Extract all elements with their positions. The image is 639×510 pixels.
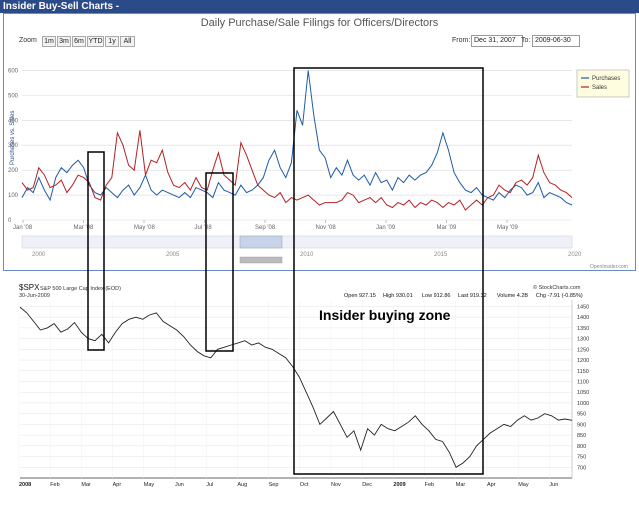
navigator-year-2: 2010 xyxy=(300,252,314,258)
bottom-y-tick-3: 850 xyxy=(577,433,586,439)
zoom-3m-button[interactable]: 3m xyxy=(57,36,71,47)
navigator-year-4: 2020 xyxy=(568,252,582,258)
bottom-y-tick-4: 900 xyxy=(577,422,586,428)
bottom-x-tick-16: May xyxy=(518,482,529,488)
bottom-y-tick-9: 1150 xyxy=(577,369,589,375)
bottom-x-tick-9: Oct xyxy=(300,482,309,488)
bottom-x-tick-3: Apr xyxy=(113,482,122,488)
navigator-selection xyxy=(239,235,283,249)
legend-label-sales: Sales xyxy=(592,85,607,91)
spx-name: S&P 500 Large Cap Index (EOD) xyxy=(40,286,121,292)
bottom-y-tick-15: 1450 xyxy=(577,304,589,310)
navigator-track xyxy=(21,235,573,249)
ohlc-chg: Chg -7.91 (-0.85%) xyxy=(536,293,583,299)
to-date-input[interactable]: 2009-06-30 xyxy=(532,35,580,47)
bottom-x-tick-1: Feb xyxy=(50,482,59,488)
top-chart-panel xyxy=(3,13,636,271)
from-date-input[interactable]: Dec 31, 2007 xyxy=(471,35,523,47)
bottom-y-tick-11: 1250 xyxy=(577,347,589,353)
bottom-y-tick-5: 950 xyxy=(577,412,586,418)
navigator-year-3: 2015 xyxy=(434,252,448,258)
bottom-y-tick-7: 1050 xyxy=(577,390,589,396)
spx-date: 30-Jun-2009 xyxy=(19,293,50,299)
top-x-tick-6: Jan '09 xyxy=(376,225,396,231)
bottom-y-tick-12: 1300 xyxy=(577,337,589,343)
bottom-x-tick-12: 2009 xyxy=(393,482,405,488)
top-y-tick-6: 600 xyxy=(8,68,19,74)
top-y-tick-0: 0 xyxy=(8,218,12,224)
top-x-tick-8: May '09 xyxy=(497,225,518,231)
top-y-tick-5: 500 xyxy=(8,93,19,99)
navigator-year-0: 2000 xyxy=(32,252,46,258)
top-chart-credit: OpenInsider.com xyxy=(590,264,628,270)
top-x-tick-7: Mar '09 xyxy=(437,225,457,231)
widget-header: Insider Buy-Sell Charts - xyxy=(0,0,639,13)
bottom-x-tick-17: Jun xyxy=(549,482,558,488)
top-x-tick-2: May '08 xyxy=(134,225,155,231)
bottom-y-tick-0: 700 xyxy=(577,465,586,471)
ohlc-volume: Volume 4.2B xyxy=(497,293,529,299)
top-y-axis-label: Purchases vs. Sales xyxy=(10,111,16,165)
bottom-y-tick-14: 1400 xyxy=(577,315,589,321)
zoom-label: Zoom xyxy=(19,37,37,44)
zoom-1y-button[interactable]: 1y xyxy=(105,36,119,47)
ohlc-high: High 930.01 xyxy=(383,293,413,299)
top-series-line-purchases xyxy=(21,70,573,206)
annotation-box-mar-08 xyxy=(87,151,105,351)
zoom-all-button[interactable]: All xyxy=(120,36,135,47)
annotation-box-jul-08 xyxy=(205,172,234,352)
stockcharts-credit: © StockCharts.com xyxy=(533,284,581,291)
bottom-x-tick-6: Jul xyxy=(206,482,213,488)
bottom-y-tick-1: 750 xyxy=(577,455,586,461)
bottom-y-tick-2: 800 xyxy=(577,444,586,450)
top-x-tick-0: Jan '08 xyxy=(13,225,33,231)
bottom-x-tick-10: Nov xyxy=(331,482,341,488)
to-label: To: xyxy=(521,37,531,44)
bottom-y-tick-13: 1350 xyxy=(577,326,589,332)
top-x-tick-4: Sep '08 xyxy=(255,225,276,231)
top-series-line-sales xyxy=(21,130,573,211)
navigator-year-1: 2005 xyxy=(166,252,180,258)
bottom-x-tick-4: May xyxy=(144,482,155,488)
bottom-x-tick-0: 2008 xyxy=(19,482,31,488)
bottom-x-tick-2: Mar xyxy=(81,482,91,488)
ohlc-last: Last 919.32 xyxy=(458,293,487,299)
bottom-x-tick-14: Mar xyxy=(456,482,466,488)
navigator-scrollbar-thumb xyxy=(239,256,283,264)
bottom-y-tick-6: 1000 xyxy=(577,401,589,407)
legend-label-purchases: Purchases xyxy=(592,76,620,82)
annotation-box-insider-zone xyxy=(293,67,484,475)
bottom-y-tick-8: 1100 xyxy=(577,379,589,385)
zoom-ytd-button[interactable]: YTD xyxy=(87,36,104,47)
bottom-x-tick-11: Dec xyxy=(362,482,372,488)
bottom-x-tick-8: Sep xyxy=(269,482,279,488)
top-x-tick-3: Jul '08 xyxy=(195,225,213,231)
bottom-x-tick-13: Feb xyxy=(425,482,434,488)
top-x-tick-5: Nov '08 xyxy=(316,225,337,231)
ohlc-open: Open 927.15 xyxy=(344,293,376,299)
bottom-x-tick-5: Jun xyxy=(175,482,184,488)
top-y-tick-1: 100 xyxy=(8,193,19,199)
from-label: From: xyxy=(452,37,471,44)
top-y-tick-3: 300 xyxy=(8,143,19,149)
zoom-6m-button[interactable]: 6m xyxy=(72,36,86,47)
top-x-tick-1: Mar '08 xyxy=(74,225,94,231)
insider-buying-zone-label: Insider buying zone xyxy=(319,307,451,323)
top-legend-box xyxy=(576,69,630,98)
top-y-tick-4: 400 xyxy=(8,118,19,124)
bottom-x-tick-7: Aug xyxy=(237,482,247,488)
spx-symbol: $SPX xyxy=(19,283,40,292)
bottom-y-tick-10: 1200 xyxy=(577,358,589,364)
zoom-1m-button[interactable]: 1m xyxy=(42,36,56,47)
bottom-x-tick-15: Apr xyxy=(487,482,496,488)
top-y-tick-2: 200 xyxy=(8,168,19,174)
ohlc-low: Low 912.86 xyxy=(422,293,450,299)
top-chart-title: Daily Purchase/Sale Filings for Officers… xyxy=(200,17,439,29)
spx-price-line xyxy=(19,306,573,468)
